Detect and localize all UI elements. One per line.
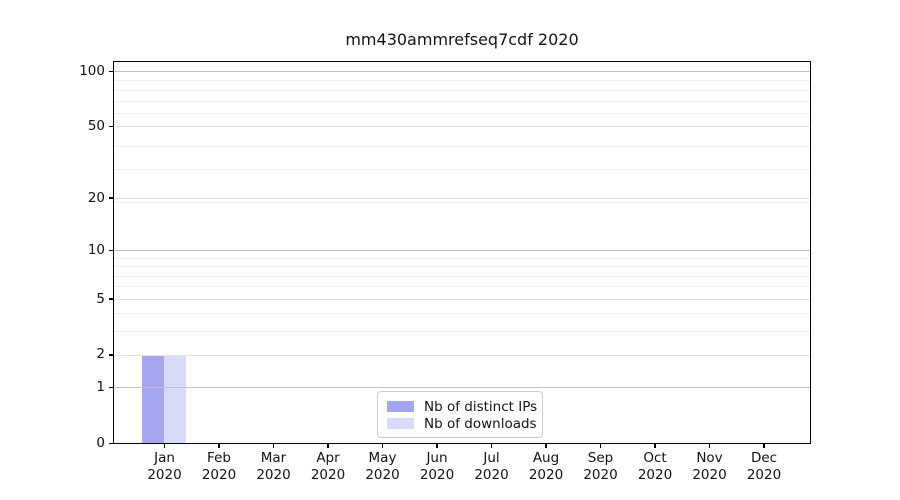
gridline-major xyxy=(114,249,810,251)
x-tickmark xyxy=(490,443,493,448)
x-tickmark xyxy=(545,443,547,448)
gridline-minor xyxy=(114,80,810,82)
x-tick-label: Jun 2020 xyxy=(419,449,455,483)
plot-area xyxy=(113,61,811,444)
chart-title: mm430ammrefseq7cdf 2020 xyxy=(345,30,579,49)
y-tick-label: 20 xyxy=(87,189,105,206)
gridline-minor xyxy=(114,113,810,115)
x-tick-label: Aug 2020 xyxy=(528,449,564,483)
x-tickmark xyxy=(599,443,602,448)
y-tick-label: 1 xyxy=(96,379,105,396)
x-tickmark xyxy=(708,443,711,448)
x-tickmark xyxy=(654,443,656,448)
y-tick-label: 0 xyxy=(96,435,105,451)
legend-swatch-downloads xyxy=(387,418,414,429)
x-tick-label: Jul 2020 xyxy=(474,449,509,483)
x-tick-label: Oct 2020 xyxy=(637,449,673,483)
x-tickmark xyxy=(218,443,220,448)
y-tick-label: 100 xyxy=(79,62,105,79)
gridline-light xyxy=(114,298,810,300)
x-tickmark xyxy=(763,443,765,448)
gridline-major xyxy=(114,387,810,389)
y-tick-label: 2 xyxy=(96,346,105,363)
x-tick-label: May 2020 xyxy=(365,449,400,483)
gridline-minor xyxy=(114,89,810,91)
y-tickmark xyxy=(109,298,113,300)
y-tickmark xyxy=(109,442,113,445)
y-tickmark xyxy=(109,70,113,73)
y-tickmark xyxy=(109,197,113,199)
legend-item-downloads: Nb of downloads xyxy=(387,415,537,432)
gridline-minor xyxy=(114,169,810,171)
legend-label-downloads: Nb of downloads xyxy=(424,415,537,432)
x-tickmark xyxy=(272,443,275,448)
bar-distinct-ips xyxy=(142,354,165,444)
x-tick-label: Jan 2020 xyxy=(147,449,182,483)
gridline-minor xyxy=(114,313,810,315)
gridline-minor xyxy=(114,257,810,259)
legend: Nb of distinct IPs Nb of downloads xyxy=(377,391,543,438)
x-tickmark xyxy=(436,443,438,448)
y-tickmark xyxy=(109,386,113,389)
x-tickmark xyxy=(381,443,384,448)
x-tick-label: Dec 2020 xyxy=(746,449,782,483)
gridline-light xyxy=(114,197,810,199)
gridline-major xyxy=(114,71,810,73)
x-tick-label: Sep 2020 xyxy=(583,449,618,483)
y-tickmark xyxy=(109,354,113,356)
gridline-minor xyxy=(114,145,810,147)
y-tick-label: 50 xyxy=(87,118,105,135)
x-tick-label: Mar 2020 xyxy=(256,449,291,483)
y-tickmark xyxy=(109,125,113,128)
y-tick-label: 5 xyxy=(96,290,105,307)
gridline-minor xyxy=(114,266,810,268)
gridline-minor xyxy=(114,275,810,277)
y-tick-label: 10 xyxy=(87,241,105,258)
x-tick-label: Apr 2020 xyxy=(310,449,346,483)
x-tick-label: Nov 2020 xyxy=(692,449,727,483)
bar-downloads xyxy=(164,354,187,444)
gridline-minor xyxy=(114,286,810,288)
legend-label-distinct-ips: Nb of distinct IPs xyxy=(424,398,538,415)
gridline-minor xyxy=(114,331,810,333)
gridline-minor xyxy=(114,100,810,102)
gridline-light xyxy=(114,354,810,356)
x-tickmark xyxy=(163,443,166,448)
legend-item-distinct-ips: Nb of distinct IPs xyxy=(387,398,538,415)
legend-swatch-distinct-ips xyxy=(387,401,414,412)
gridline-minor xyxy=(114,201,810,203)
x-tick-label: Feb 2020 xyxy=(201,449,237,483)
gridline-light xyxy=(114,126,810,128)
x-tickmark xyxy=(327,443,329,448)
y-tickmark xyxy=(109,249,113,251)
